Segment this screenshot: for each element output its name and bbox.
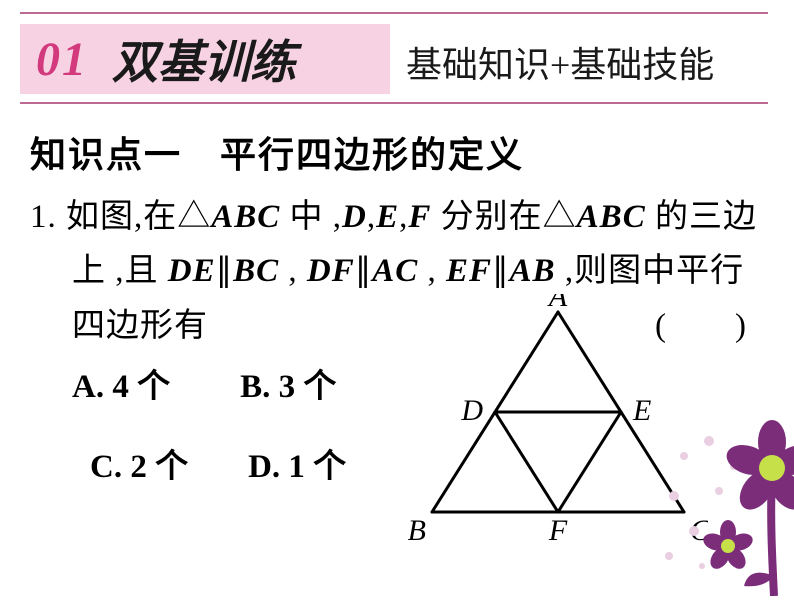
text-fragment: 中 , (280, 199, 342, 235)
math-bc: BC (233, 253, 279, 289)
text-fragment: ,则图中平行 (556, 253, 745, 289)
option-b: B. 3 个 (240, 359, 336, 407)
math-e: E (376, 199, 399, 235)
math-abc: ABC (211, 199, 280, 235)
question-line-2: 上 ,且 DE∥BC , DF∥AC , EF∥AB ,则图中平行 (30, 244, 764, 298)
header-band: 01 双基训练 基础知识+基础技能 (6, 12, 788, 104)
parallel-symbol: ∥ (355, 253, 373, 289)
option-d: D. 1 个 (248, 439, 346, 487)
math-de: DE (168, 253, 216, 289)
math-abc: ABC (577, 199, 646, 235)
svg-text:F: F (548, 514, 568, 542)
option-c: C. 2 个 (90, 439, 188, 487)
text-fragment: 上 ,且 (72, 253, 168, 289)
question-number: 1. (30, 199, 57, 235)
parallel-symbol: ∥ (216, 253, 234, 289)
math-d: D (342, 199, 367, 235)
header-number: 01 (36, 32, 88, 87)
header-bottom-line (20, 102, 768, 104)
svg-text:D: D (460, 394, 483, 427)
math-f: F (408, 199, 431, 235)
text-fragment: 如图,在△ (66, 199, 211, 235)
parallel-symbol: ∥ (492, 253, 510, 289)
comma: , (367, 199, 376, 235)
math-ef: EF (446, 253, 492, 289)
text-fragment: 四边形有 (72, 299, 208, 353)
text-fragment: 分别在△ (431, 199, 576, 235)
text-fragment: , (279, 253, 307, 289)
option-a: A. 4 个 (72, 359, 170, 407)
text-fragment: , (418, 253, 446, 289)
svg-text:A: A (547, 294, 568, 313)
header-subtitle: 基础知识+基础技能 (406, 36, 714, 88)
small-flower (701, 520, 755, 572)
svg-text:B: B (408, 514, 426, 542)
header-title: 双基训练 (112, 26, 296, 92)
header-top-line (20, 12, 768, 14)
text-fragment: 的三边 (646, 199, 757, 235)
question-line-1: 1. 如图,在△ABC 中 ,D,E,F 分别在△ABC 的三边 (30, 190, 764, 244)
math-ab: AB (510, 253, 556, 289)
svg-text:E: E (632, 394, 651, 427)
math-df: DF (307, 253, 355, 289)
decorative-flower (654, 416, 794, 596)
section-title: 知识点一 平行四边形的定义 (30, 126, 764, 178)
math-ac: AC (372, 253, 418, 289)
header-highlight-box: 01 双基训练 (20, 24, 390, 94)
